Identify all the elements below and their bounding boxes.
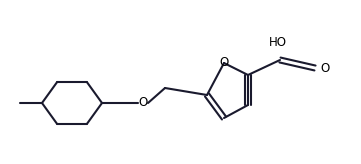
Text: O: O bbox=[219, 57, 229, 70]
Text: HO: HO bbox=[269, 35, 287, 49]
Text: O: O bbox=[138, 96, 148, 110]
Text: O: O bbox=[320, 62, 329, 74]
